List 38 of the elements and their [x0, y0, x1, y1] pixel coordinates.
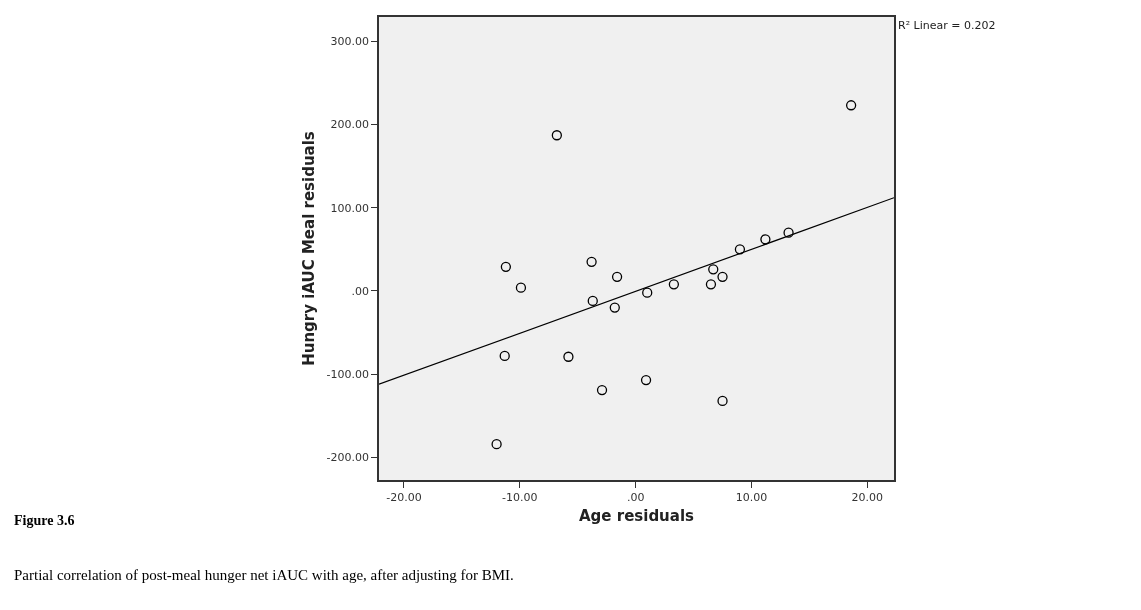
point	[500, 261, 512, 272]
point	[717, 271, 728, 282]
x-axis-title: Age residuals	[579, 507, 695, 526]
point	[609, 302, 620, 313]
point	[587, 295, 598, 307]
point	[845, 100, 857, 111]
point	[717, 395, 728, 407]
y-tick-label: .00	[351, 284, 370, 298]
point	[734, 244, 746, 255]
y-tick-label: 200.00	[330, 118, 370, 132]
point	[640, 374, 652, 386]
point	[642, 287, 653, 298]
x-tick-label: -10.00	[502, 490, 538, 504]
x-tick-label: .00	[626, 490, 645, 504]
x-tick-label: 10.00	[735, 490, 768, 504]
point	[705, 279, 717, 290]
point	[515, 282, 527, 293]
point	[586, 256, 597, 267]
point	[596, 384, 608, 396]
point	[760, 234, 771, 245]
text: Partial correlation of post-meal hunger net iAUC with age, after adjusting for BMI.	[14, 567, 514, 583]
point	[551, 130, 562, 141]
point	[783, 227, 794, 238]
text: R² Linear = 0.202	[898, 19, 996, 32]
point	[611, 271, 623, 282]
point	[708, 264, 719, 275]
y-tick-label: -200.00	[326, 451, 370, 465]
caption: Figure 3.6	[14, 513, 75, 528]
y-axis-title: Hungry iAUC Meal residuals	[300, 131, 319, 366]
point	[491, 439, 502, 450]
point	[563, 351, 574, 362]
point	[499, 350, 510, 362]
x-tick-label: 20.00	[851, 490, 884, 504]
point	[668, 279, 680, 290]
y-tick-label: 300.00	[330, 35, 370, 48]
y-tick-label: -100.00	[326, 368, 370, 382]
y-tick-label: 100.00	[330, 201, 370, 215]
x-tick-label: -20.00	[386, 490, 422, 504]
